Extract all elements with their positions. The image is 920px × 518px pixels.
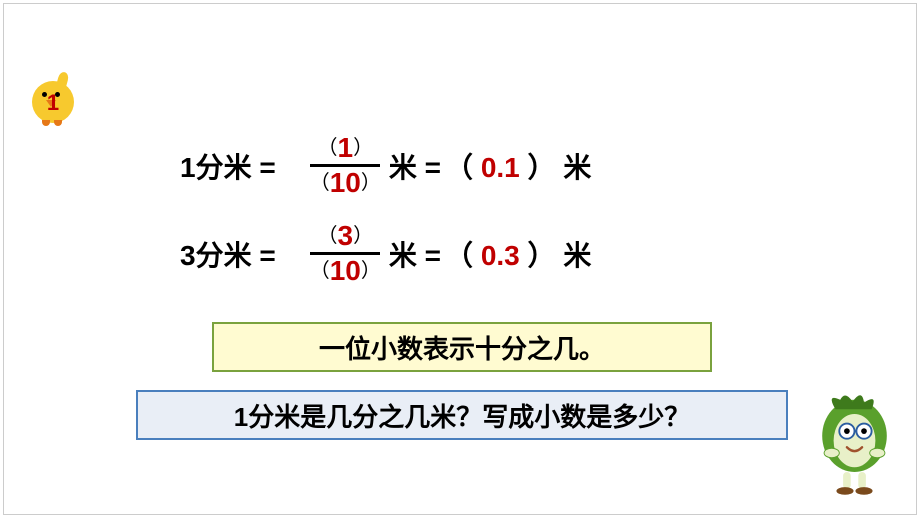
- paren-close: ）: [528, 240, 556, 271]
- chick-foot-left: [42, 120, 50, 126]
- note-box: 一位小数表示十分之几。: [212, 322, 712, 372]
- eq2-mid-unit: 米 =: [389, 234, 441, 274]
- paren-open: （: [318, 138, 338, 158]
- equation-row-2: 3分米 = （ 3 ） （ 10 ） 米 = （ 0.3 ） 米: [180, 222, 591, 285]
- eq2-numerator-group: （ 3 ）: [318, 222, 374, 250]
- mascot-cabbage-icon: [807, 388, 902, 498]
- question-box: 1分米是几分之几米？写成小数是多少？: [136, 390, 788, 440]
- eq2-denominator: 10: [330, 257, 361, 285]
- paren-open: （: [310, 173, 330, 193]
- paren-close: ）: [528, 152, 556, 183]
- eq1-decimal: 0.1: [481, 152, 520, 183]
- eq1-lhs: 1分米 =: [180, 146, 276, 186]
- eq1-decimal-group: （ 0.1 ） 米: [445, 146, 591, 186]
- eq1-fraction: （ 1 ） （ 10 ）: [310, 134, 381, 197]
- eq2-denominator-group: （ 10 ）: [310, 257, 381, 285]
- badge-chick: 1: [28, 78, 78, 126]
- eq2-numerator: 3: [338, 222, 354, 250]
- paren-close: ）: [353, 138, 373, 158]
- eq2-decimal-group: （ 0.3 ） 米: [445, 234, 591, 274]
- eq1-denominator: 10: [330, 169, 361, 197]
- paren-open: （: [445, 152, 473, 183]
- paren-close: ）: [361, 173, 381, 193]
- badge-number: 1: [28, 90, 78, 116]
- note-text: 一位小数表示十分之几。: [319, 329, 605, 366]
- paren-close: ）: [361, 261, 381, 281]
- eq1-final-unit: 米: [563, 152, 591, 183]
- paren-open: （: [318, 226, 338, 246]
- chick-foot-right: [54, 120, 62, 126]
- eq1-denominator-group: （ 10 ）: [310, 169, 381, 197]
- paren-close: ）: [353, 226, 373, 246]
- paren-open: （: [310, 261, 330, 281]
- eq1-numerator-group: （ 1 ）: [318, 134, 374, 162]
- eq2-lhs: 3分米 =: [180, 234, 276, 274]
- eq2-fraction: （ 3 ） （ 10 ）: [310, 222, 381, 285]
- eq2-final-unit: 米: [563, 240, 591, 271]
- paren-open: （: [445, 240, 473, 271]
- eq1-numerator: 1: [338, 134, 354, 162]
- eq2-decimal: 0.3: [481, 240, 520, 271]
- question-text: 1分米是几分之几米？写成小数是多少？: [234, 397, 690, 434]
- equation-row-1: 1分米 = （ 1 ） （ 10 ） 米 = （ 0.1 ） 米: [180, 134, 591, 197]
- eq1-mid-unit: 米 =: [389, 146, 441, 186]
